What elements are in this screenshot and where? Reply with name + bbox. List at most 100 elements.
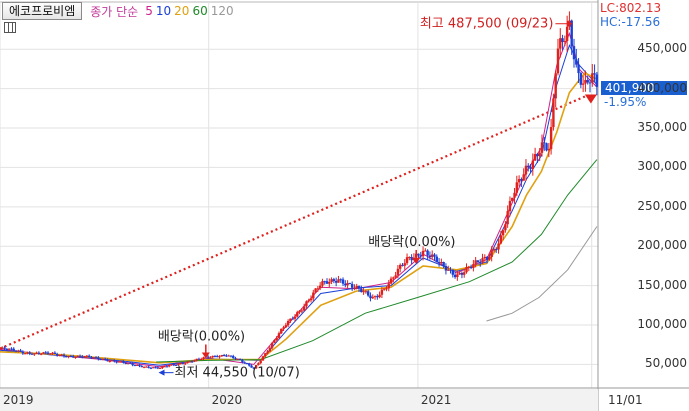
candle-body	[595, 74, 599, 87]
candle-body	[371, 297, 374, 299]
grid-icon[interactable]	[4, 22, 16, 33]
candle-body	[357, 286, 361, 289]
candle-body	[314, 288, 317, 293]
moving-average-lines	[0, 31, 598, 368]
candle-body	[83, 356, 86, 358]
candle-body	[332, 279, 336, 282]
symbol-selector[interactable]: 에코프로비엠	[2, 2, 83, 20]
candle-body	[115, 361, 118, 363]
candle-body	[106, 359, 109, 362]
candle-body	[126, 362, 130, 364]
candle-body	[469, 266, 473, 269]
candle-body	[152, 367, 155, 369]
candle-body	[307, 300, 310, 302]
candle-body	[318, 285, 322, 289]
candle-body	[67, 356, 70, 358]
candle-body	[323, 281, 326, 283]
candle-body	[426, 250, 429, 256]
candle-body	[259, 360, 262, 364]
candle-body	[321, 281, 324, 286]
candle-body	[296, 312, 299, 317]
low-annotation: 최저 44,550 (10/07)	[175, 366, 300, 381]
ma-legend-20[interactable]: 20	[174, 4, 190, 18]
candle-body	[536, 154, 539, 157]
candle-body	[572, 46, 576, 60]
candle-body	[250, 365, 253, 368]
candle-body	[268, 347, 272, 352]
high-annotation: 최고 487,500 (09/23)	[420, 17, 554, 32]
candle-body	[341, 279, 345, 284]
ma-type-label: 종가 단순	[90, 4, 139, 19]
candle-body	[431, 254, 434, 258]
candle-body	[549, 127, 553, 150]
candle-body	[62, 354, 66, 357]
candle-body	[346, 282, 349, 286]
ex-dividend-arrowhead	[412, 257, 421, 264]
high-arrowhead	[567, 20, 573, 27]
candle-body	[113, 360, 116, 362]
candle-body	[538, 152, 541, 157]
candle-body	[293, 316, 297, 319]
ma-legend-10[interactable]: 10	[155, 4, 172, 18]
candle-body	[579, 73, 583, 85]
candle-body	[163, 366, 166, 368]
candle-body	[154, 367, 157, 369]
candle-body	[405, 257, 409, 264]
candle-body	[456, 274, 459, 278]
candle-body	[284, 325, 288, 328]
candle-body	[0, 348, 2, 350]
candle-body	[216, 356, 219, 358]
candle-body	[234, 358, 237, 360]
ex-dividend-annotation: 배당락(0.00%)	[368, 235, 455, 250]
candle-body	[227, 355, 230, 357]
candle-body	[517, 179, 521, 183]
candle-body	[248, 363, 251, 366]
candle-body	[222, 354, 226, 356]
ma-legend-5[interactable]: 5	[145, 4, 153, 18]
candle-body	[421, 250, 425, 257]
candle-body	[46, 352, 50, 354]
candle-body	[385, 288, 388, 290]
candle-body	[190, 361, 194, 363]
ma-legend-120[interactable]: 120	[210, 4, 234, 18]
candle-body	[458, 272, 461, 275]
candle-body	[161, 366, 164, 368]
candle-body	[360, 288, 363, 293]
candle-body	[575, 59, 578, 65]
candle-body	[554, 73, 557, 99]
candle-body	[81, 356, 84, 358]
candle-body	[325, 281, 329, 284]
candle-body	[449, 269, 452, 271]
candle-body	[524, 165, 528, 175]
ma-legend-60[interactable]: 60	[192, 4, 208, 18]
ma-line-60	[156, 159, 598, 363]
candle-body	[378, 294, 381, 298]
candle-body	[428, 255, 432, 258]
candle-body	[257, 363, 260, 366]
candle-body	[254, 365, 258, 369]
candle-body	[94, 357, 98, 359]
candle-body	[90, 357, 93, 359]
candle-body	[410, 256, 413, 261]
candle-body	[495, 249, 498, 251]
candle-body	[236, 358, 240, 360]
ma-line-10	[0, 43, 598, 366]
candle-body	[492, 249, 496, 251]
candle-body	[396, 268, 400, 276]
candle-body	[55, 353, 59, 356]
candle-body	[355, 286, 358, 288]
candle-body	[389, 278, 393, 284]
candle-body	[136, 364, 139, 366]
candle-body	[584, 79, 587, 84]
low-arrowhead	[158, 369, 165, 376]
candle-body	[344, 283, 347, 286]
candle-body	[74, 357, 77, 359]
candle-body	[65, 356, 68, 358]
candle-body	[19, 350, 22, 352]
candle-body	[483, 256, 487, 259]
candle-body	[3, 347, 6, 349]
candle-body	[17, 350, 20, 352]
x-axis-band	[0, 389, 598, 411]
candle-body	[435, 256, 438, 263]
